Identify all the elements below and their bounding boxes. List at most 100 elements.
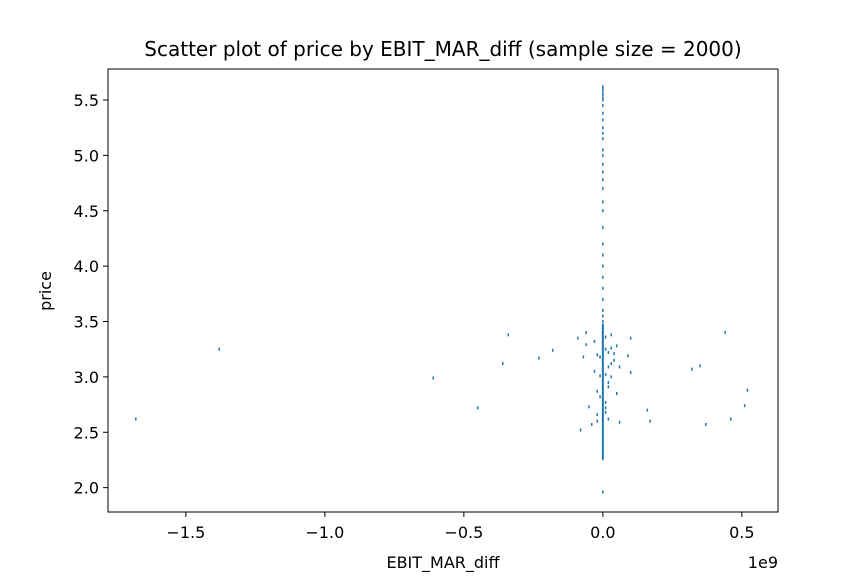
data-point xyxy=(610,333,612,337)
plot-frame xyxy=(107,68,779,513)
data-point xyxy=(699,364,701,368)
data-point xyxy=(646,408,649,412)
data-point xyxy=(602,111,604,115)
data-point xyxy=(602,87,604,91)
data-point xyxy=(590,423,593,427)
data-point xyxy=(610,346,612,350)
data-point xyxy=(704,423,707,427)
y-tick-label: 2.5 xyxy=(74,423,99,442)
data-point xyxy=(602,178,604,182)
data-point xyxy=(602,286,604,290)
data-point xyxy=(602,187,604,191)
data-point xyxy=(577,336,579,340)
data-point xyxy=(599,374,601,378)
data-point xyxy=(552,348,554,352)
data-point xyxy=(604,410,607,414)
data-point xyxy=(602,308,604,312)
data-point xyxy=(602,153,604,157)
data-point xyxy=(610,362,612,366)
x-tick-label: −0.5 xyxy=(444,523,483,542)
y-tick-label: 5.5 xyxy=(74,91,99,110)
data-point xyxy=(746,388,749,392)
data-point xyxy=(502,362,504,366)
y-tick-label: 4.5 xyxy=(74,202,99,221)
data-point xyxy=(602,264,604,268)
data-point xyxy=(616,392,618,395)
x-axis-offset-label: 1e9 xyxy=(748,553,778,572)
data-point xyxy=(607,385,610,389)
data-point xyxy=(607,365,610,369)
data-point xyxy=(613,352,615,356)
data-point xyxy=(602,320,604,324)
y-axis: 2.0 2.5 3.0 3.5 4.0 4.5 5.0 5.5 xyxy=(74,91,108,498)
data-point xyxy=(602,104,604,108)
data-point xyxy=(602,89,604,93)
data-point xyxy=(602,98,604,102)
data-point xyxy=(604,400,607,404)
x-tick-label: −1.0 xyxy=(305,523,344,542)
data-point-cluster xyxy=(601,323,604,459)
x-tick-label: 0.0 xyxy=(590,523,615,542)
data-point xyxy=(627,354,629,358)
data-point xyxy=(218,347,220,351)
data-point xyxy=(604,335,607,339)
data-point xyxy=(602,170,604,174)
data-point xyxy=(593,369,596,373)
data-point xyxy=(602,253,604,257)
data-point xyxy=(613,358,615,362)
data-point xyxy=(596,389,599,393)
data-point xyxy=(604,347,607,351)
data-point xyxy=(593,339,596,343)
data-point xyxy=(579,428,582,432)
data-point xyxy=(618,365,621,369)
data-point xyxy=(724,331,726,335)
data-point xyxy=(649,419,651,423)
data-point xyxy=(602,137,604,141)
data-point xyxy=(585,331,587,335)
data-point xyxy=(582,355,585,359)
chart-title: Scatter plot of price by EBIT_MAR_diff (… xyxy=(144,37,741,61)
y-tick-label: 5.0 xyxy=(74,146,99,165)
data-point xyxy=(596,413,599,417)
data-point xyxy=(602,275,604,279)
x-tick-label: 0.5 xyxy=(729,523,754,542)
x-axis-label: EBIT_MAR_diff xyxy=(386,553,500,573)
data-point xyxy=(602,314,604,318)
data-point xyxy=(610,375,612,379)
data-point xyxy=(599,355,601,359)
data-point xyxy=(602,126,604,130)
data-point xyxy=(602,162,604,166)
y-tick-label: 2.0 xyxy=(74,479,99,498)
data-point xyxy=(596,419,599,423)
data-point xyxy=(585,343,587,347)
data-point xyxy=(135,417,137,421)
data-points xyxy=(135,85,749,494)
data-point xyxy=(602,209,604,213)
y-axis-label: price xyxy=(36,271,55,311)
data-point xyxy=(607,417,610,421)
data-point xyxy=(629,336,632,340)
data-point xyxy=(602,118,604,122)
data-point xyxy=(432,376,435,380)
data-point xyxy=(629,370,632,374)
data-point xyxy=(602,85,604,89)
data-point xyxy=(602,200,604,204)
data-point xyxy=(538,356,540,360)
y-tick-label: 4.0 xyxy=(74,257,99,276)
data-point xyxy=(602,96,604,100)
data-point xyxy=(602,297,604,301)
data-point xyxy=(691,367,693,371)
data-point xyxy=(743,404,746,408)
data-point xyxy=(602,242,604,246)
data-point xyxy=(596,353,599,357)
x-tick-label: −1.5 xyxy=(166,523,205,542)
data-point xyxy=(507,333,510,337)
data-point xyxy=(602,490,604,494)
data-point xyxy=(607,380,610,384)
data-point xyxy=(616,344,618,348)
data-point xyxy=(477,406,479,410)
data-point xyxy=(604,406,607,410)
y-tick-label: 3.0 xyxy=(74,368,99,387)
